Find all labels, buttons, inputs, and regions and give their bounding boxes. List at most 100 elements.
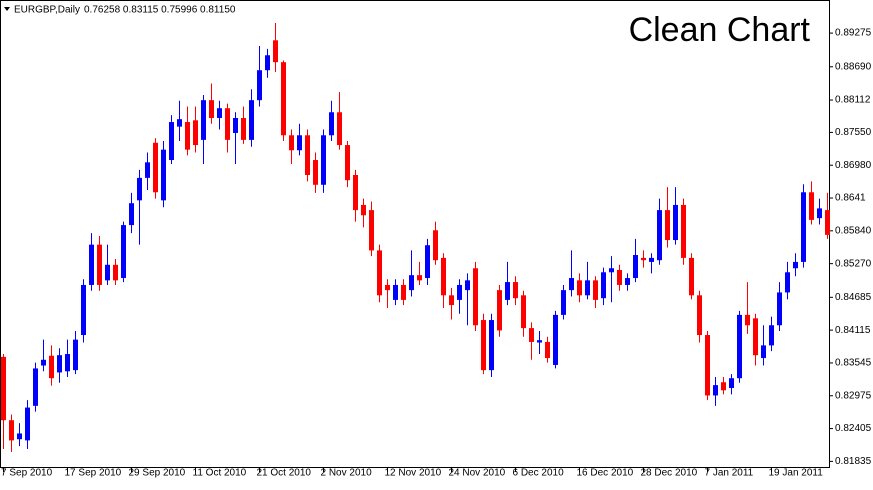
candle-body [689, 257, 694, 296]
candle-body [105, 264, 110, 281]
candle-body [617, 269, 622, 285]
candle-body [177, 119, 182, 127]
y-tick-label: 0.82975 [835, 390, 872, 401]
candle-body [457, 284, 462, 300]
candle-body [713, 385, 718, 396]
candle-body [161, 149, 166, 201]
candle-body [793, 261, 798, 269]
candle-body [297, 135, 302, 151]
candle-body [649, 257, 654, 262]
candle-body [777, 292, 782, 326]
candle-body [73, 339, 78, 371]
candle-body [217, 108, 222, 119]
x-tick-label: 6 Dec 2010 [513, 468, 565, 479]
candle-body [377, 250, 382, 296]
candle-body [609, 268, 614, 273]
candle-body [737, 314, 742, 379]
y-tick-label: 0.86980 [835, 160, 872, 171]
candle-body [225, 108, 230, 140]
candle-body [489, 320, 494, 371]
candle-body [705, 335, 710, 396]
y-tick-label: 0.84685 [835, 292, 872, 303]
candle-body [257, 70, 262, 101]
x-tick-label: 16 Dec 2010 [577, 468, 634, 479]
y-tick-label: 0.88690 [835, 61, 872, 72]
candle-body [121, 225, 126, 279]
candle-body [201, 100, 206, 140]
y-tick-label: 0.81835 [835, 456, 872, 467]
candle-body [569, 278, 574, 291]
candle-body [153, 142, 158, 193]
candle-body [361, 204, 366, 216]
candle-body [337, 112, 342, 146]
candle-body [289, 135, 294, 151]
menu-triangle [4, 7, 10, 11]
candle-body [537, 340, 542, 343]
candle-body [513, 282, 518, 299]
candle-body [129, 203, 134, 226]
candle-body [113, 264, 118, 281]
candle-body [353, 174, 358, 211]
y-tick-label: 0.85840 [835, 225, 872, 236]
candle-body [553, 314, 558, 365]
annotation: Clean Chart [629, 11, 811, 49]
candle-body [785, 272, 790, 293]
candle-body [449, 295, 454, 306]
candle-body [505, 282, 510, 300]
candle-body [193, 120, 198, 146]
candle-body [545, 341, 550, 359]
candle-body [321, 135, 326, 185]
x-tick-label: 19 Jan 2011 [769, 468, 824, 479]
candle-body [281, 62, 286, 136]
y-tick-label: 0.88112 [835, 95, 871, 106]
candle-body [585, 280, 590, 296]
candle-body [145, 162, 150, 178]
candle-body [345, 145, 350, 181]
candle-body [665, 210, 670, 241]
candle-body [657, 210, 662, 261]
candle-body [473, 268, 478, 326]
y-tick-label: 0.83545 [835, 358, 872, 369]
x-tick-label: 24 Nov 2010 [449, 468, 506, 479]
candle-body [273, 40, 278, 63]
candle-body [753, 318, 758, 356]
candle-body [809, 192, 814, 220]
candle-body [329, 112, 334, 136]
candle-body [697, 295, 702, 336]
candle-body [401, 284, 406, 300]
candle-body [305, 135, 310, 175]
plot-frame [0, 0, 830, 468]
candle-body [209, 100, 214, 119]
candle-body [169, 122, 174, 161]
candle-body [729, 378, 734, 388]
candle-body [577, 280, 582, 296]
candle-body [625, 278, 630, 285]
x-tick-label: 17 Sep 2010 [65, 468, 122, 479]
candle-body [385, 284, 390, 291]
symbol: EURGBP,Daily [14, 5, 80, 16]
candle-body [481, 320, 486, 371]
candle-body [801, 192, 806, 262]
candle-body [57, 355, 62, 373]
y-tick-label: 0.85270 [835, 258, 872, 269]
x-tick-label: 2 Nov 2010 [321, 468, 373, 479]
candle-body [185, 122, 190, 150]
candle-body [409, 275, 414, 291]
y-tick-label: 0.8641 [835, 193, 866, 204]
x-tick-label: 7 Jan 2011 [705, 468, 754, 479]
candle-body [817, 208, 822, 219]
candle-body [433, 230, 438, 261]
candle-body [25, 407, 30, 441]
candle-body [1, 356, 6, 421]
x-tick-label: 11 Oct 2010 [193, 468, 247, 479]
x-tick-label: 21 Oct 2010 [257, 468, 312, 479]
candle-body [441, 257, 446, 296]
candle-body [521, 295, 526, 329]
y-tick-label: 0.82405 [835, 423, 872, 434]
candle-body [825, 210, 830, 235]
candle-body [233, 118, 238, 133]
candle-body [33, 368, 38, 406]
x-tick-label: 28 Dec 2010 [641, 468, 698, 479]
x-tick-label: 12 Nov 2010 [385, 468, 442, 479]
